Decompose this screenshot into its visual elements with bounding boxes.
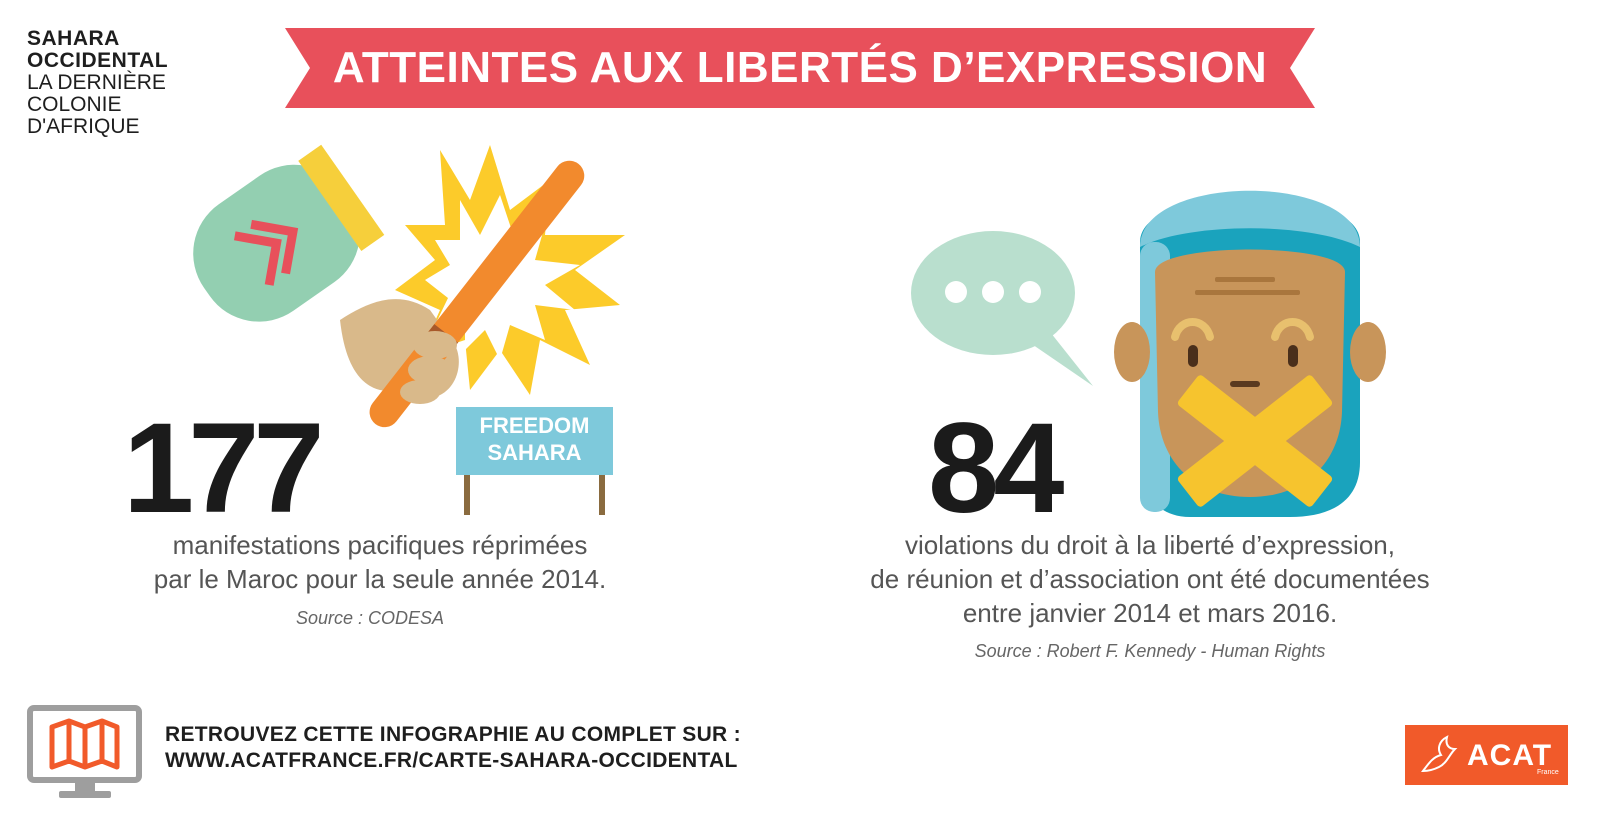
- stat-84-description: violations du droit à la liberté d’expre…: [830, 528, 1470, 630]
- speech-bubble-icon: [911, 231, 1093, 386]
- acat-logo-sub: France: [1537, 769, 1559, 776]
- brand-line-3: LA DERNIÈRE: [27, 71, 166, 94]
- stat-177-source: Source : CODESA: [295, 608, 445, 628]
- brand-title: SAHARA OCCIDENTAL LA DERNIÈRE COLONIE D'…: [27, 28, 168, 138]
- sign-line-1: FREEDOM: [479, 413, 590, 438]
- freedom-sign-icon: [456, 407, 613, 515]
- stat-177-desc-line-2: par le Maroc pour la seule année 2014.: [153, 564, 607, 594]
- stat-84-value: 84: [928, 397, 1064, 540]
- stat-84-source: Source : Robert F. Kennedy - Human Right…: [974, 641, 1326, 661]
- stat-84-desc-line-2: de réunion et d’association ont été docu…: [870, 564, 1430, 594]
- stat-84-desc-line-1: violations du droit à la liberté d’expre…: [905, 530, 1395, 560]
- stat-177-value: 177: [123, 397, 325, 540]
- stat-177-description: manifestations pacifiques réprimées par …: [80, 528, 680, 596]
- cta-url-link[interactable]: WWW.ACATFRANCE.FR/CARTE-SAHARA-OCCIDENTA…: [165, 749, 738, 772]
- brand-line-1: SAHARA: [27, 27, 120, 50]
- title-banner: [285, 28, 1315, 108]
- stat-84-desc-line-3: entre janvier 2014 et mars 2016.: [962, 598, 1338, 628]
- cta-heading: RETROUVEZ CETTE INFOGRAPHIE AU COMPLET S…: [165, 723, 741, 746]
- sign-line-2: SAHARA: [487, 440, 582, 465]
- banner-title: ATTEINTES AUX LIBERTÉS D’EXPRESSION: [332, 43, 1268, 92]
- freedom-sign-text: FREEDOM SAHARA: [456, 412, 613, 466]
- baton-illustration: [193, 144, 625, 428]
- brand-line-2: OCCIDENTAL: [27, 49, 169, 72]
- x-gag-icon: [1177, 375, 1333, 507]
- gagged-face-icon: [1114, 190, 1386, 517]
- dove-icon: [1420, 735, 1458, 773]
- stat-177-desc-line-1: manifestations pacifiques réprimées: [172, 530, 588, 560]
- brand-line-4: COLONIE: [27, 93, 122, 116]
- monitor-map-icon: [27, 705, 142, 798]
- brand-line-5: D'AFRIQUE: [27, 115, 140, 138]
- acat-logo-name: ACAT: [1467, 739, 1553, 772]
- acat-logo[interactable]: ACAT France: [1405, 725, 1568, 785]
